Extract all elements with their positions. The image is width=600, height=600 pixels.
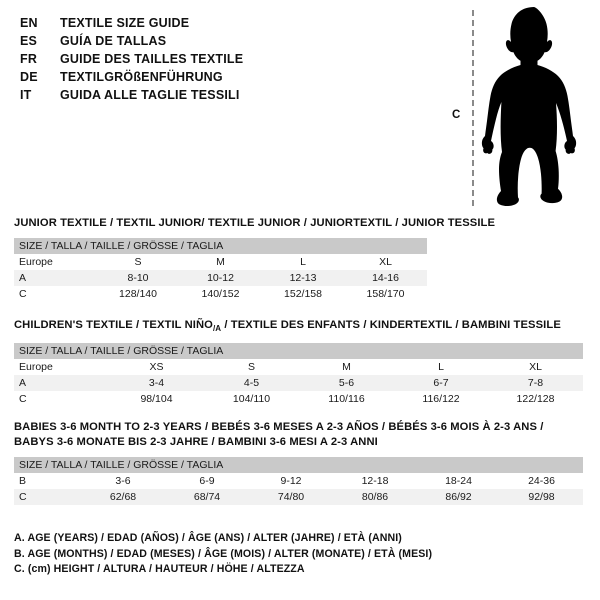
- table-row: C 128/140 140/152 152/158 158/170: [14, 286, 428, 302]
- cell: 14-16: [344, 270, 428, 286]
- language-row: FR GUIDE DES TAILLES TEXTILE: [20, 50, 420, 68]
- cell: 86/92: [417, 489, 500, 505]
- legend-line-b: B. AGE (MONTHS) / EDAD (MESES) / ÂGE (MO…: [14, 547, 433, 560]
- babies-size-table: SIZE / TALLA / TAILLE / GRÖSSE / TAGLIA …: [14, 457, 584, 505]
- cell: 7-8: [488, 375, 583, 392]
- cell: 3-6: [81, 473, 165, 489]
- row-label: A: [14, 270, 97, 286]
- table-row: B 3-6 6-9 9-12 12-18 18-24 24-36: [14, 473, 584, 489]
- cell: 158/170: [344, 286, 428, 302]
- junior-size-table: SIZE / TALLA / TAILLE / GRÖSSE / TAGLIA …: [14, 238, 428, 302]
- table-row: C 98/104 104/110 110/116 116/122 122/128: [14, 391, 583, 408]
- legend-block: A. AGE (YEARS) / EDAD (AÑOS) / ÂGE (ANS)…: [14, 531, 534, 578]
- cell: 5-6: [299, 375, 394, 392]
- language-title-block: EN TEXTILE SIZE GUIDE ES GUÍA DE TALLAS …: [20, 14, 420, 104]
- cell: 6-7: [394, 375, 488, 392]
- cell: 6-9: [165, 473, 249, 489]
- row-label: C: [14, 391, 109, 408]
- language-title-fr: GUIDE DES TAILLES TEXTILE: [60, 52, 244, 66]
- table-row: A 3-4 4-5 5-6 6-7 7-8: [14, 375, 583, 392]
- row-label: Europe: [14, 254, 97, 270]
- toddler-silhouette: [481, 7, 577, 207]
- cell: M: [179, 254, 262, 270]
- row-label: C: [14, 489, 81, 505]
- table-row: Europe S M L XL: [14, 254, 428, 270]
- cell: S: [204, 359, 299, 376]
- table-band-header-row: SIZE / TALLA / TAILLE / GRÖSSE / TAGLIA: [14, 238, 428, 254]
- cell: 74/80: [249, 489, 333, 505]
- section-title-children-rest: / TEXTILE DES ENFANTS / KINDERTEXTIL / B…: [221, 319, 561, 331]
- section-title-children: CHILDREN'S TEXTILE / TEXTIL NIÑO/A / TEX…: [14, 318, 583, 336]
- language-title-it: GUIDA ALLE TAGLIE TESSILI: [60, 88, 240, 102]
- cell: 68/74: [165, 489, 249, 505]
- cell: XL: [344, 254, 428, 270]
- cell: S: [97, 254, 179, 270]
- row-label: C: [14, 286, 97, 302]
- cell: 110/116: [299, 391, 394, 408]
- table-band-header-row: SIZE / TALLA / TAILLE / GRÖSSE / TAGLIA: [14, 343, 583, 360]
- cell: M: [299, 359, 394, 376]
- section-title-children-main: CHILDREN'S TEXTILE / TEXTIL NIÑO: [14, 319, 213, 331]
- section-babies: BABIES 3-6 MONTH TO 2-3 YEARS / BEBÉS 3-…: [14, 420, 584, 505]
- cell: 116/122: [394, 391, 488, 408]
- cell: 92/98: [500, 489, 584, 505]
- language-row: IT GUIDA ALLE TAGLIE TESSILI: [20, 86, 420, 104]
- table-row: C 62/68 68/74 74/80 80/86 86/92 92/98: [14, 489, 584, 505]
- cell: L: [262, 254, 344, 270]
- height-illustration: C: [440, 5, 600, 210]
- section-title-babies-line2: BABYS 3-6 MONATE BIS 2-3 JAHRE / BAMBINI…: [14, 436, 378, 448]
- language-row: ES GUÍA DE TALLAS: [20, 32, 420, 50]
- language-code-it: IT: [20, 88, 32, 102]
- row-label: Europe: [14, 359, 109, 376]
- language-code-en: EN: [20, 16, 38, 30]
- cell: 12-13: [262, 270, 344, 286]
- cell: XS: [109, 359, 204, 376]
- section-junior: JUNIOR TEXTILE / TEXTIL JUNIOR/ TEXTILE …: [14, 216, 495, 302]
- band-label: SIZE / TALLA / TAILLE / GRÖSSE / TAGLIA: [14, 238, 428, 254]
- language-code-fr: FR: [20, 52, 38, 66]
- cell: 122/128: [488, 391, 583, 408]
- cell: L: [394, 359, 488, 376]
- cell: 4-5: [204, 375, 299, 392]
- table-band-header-row: SIZE / TALLA / TAILLE / GRÖSSE / TAGLIA: [14, 457, 584, 473]
- legend-line-a: A. AGE (YEARS) / EDAD (AÑOS) / ÂGE (ANS)…: [14, 532, 402, 544]
- language-title-es: GUÍA DE TALLAS: [60, 34, 167, 48]
- band-label: SIZE / TALLA / TAILLE / GRÖSSE / TAGLIA: [14, 343, 583, 360]
- cell: 8-10: [97, 270, 179, 286]
- cell: 98/104: [109, 391, 204, 408]
- cell: XL: [488, 359, 583, 376]
- cell: 18-24: [417, 473, 500, 489]
- language-row: EN TEXTILE SIZE GUIDE: [20, 14, 420, 32]
- cell: 12-18: [333, 473, 417, 489]
- cell: 104/110: [204, 391, 299, 408]
- cell: 3-4: [109, 375, 204, 392]
- band-label: SIZE / TALLA / TAILLE / GRÖSSE / TAGLIA: [14, 457, 584, 473]
- section-title-babies-line1: BABIES 3-6 MONTH TO 2-3 YEARS / BEBÉS 3-…: [14, 421, 544, 433]
- cell: 80/86: [333, 489, 417, 505]
- cell: 9-12: [249, 473, 333, 489]
- table-row: Europe XS S M L XL: [14, 359, 583, 376]
- cell: 24-36: [500, 473, 584, 489]
- height-dashed-line: [472, 10, 474, 206]
- cell: 152/158: [262, 286, 344, 302]
- language-code-de: DE: [20, 70, 38, 84]
- children-size-table: SIZE / TALLA / TAILLE / GRÖSSE / TAGLIA …: [14, 343, 583, 408]
- cell: 10-12: [179, 270, 262, 286]
- language-code-es: ES: [20, 34, 38, 48]
- table-row: A 8-10 10-12 12-13 14-16: [14, 270, 428, 286]
- legend-line-c: C. (cm) HEIGHT / ALTURA / HAUTEUR / HÖHE…: [14, 563, 305, 575]
- section-title-junior: JUNIOR TEXTILE / TEXTIL JUNIOR/ TEXTILE …: [14, 217, 496, 229]
- language-title-en: TEXTILE SIZE GUIDE: [60, 16, 190, 30]
- cell: 128/140: [97, 286, 179, 302]
- cell: 140/152: [179, 286, 262, 302]
- cell: 62/68: [81, 489, 165, 505]
- section-children: CHILDREN'S TEXTILE / TEXTIL NIÑO/A / TEX…: [14, 318, 583, 408]
- height-measure-label: C: [452, 109, 461, 121]
- row-label: A: [14, 375, 109, 392]
- language-title-de: TEXTILGRÖßENFÜHRUNG: [60, 70, 223, 84]
- row-label: B: [14, 473, 81, 489]
- language-row: DE TEXTILGRÖßENFÜHRUNG: [20, 68, 420, 86]
- section-title-children-sub: /A: [212, 324, 222, 334]
